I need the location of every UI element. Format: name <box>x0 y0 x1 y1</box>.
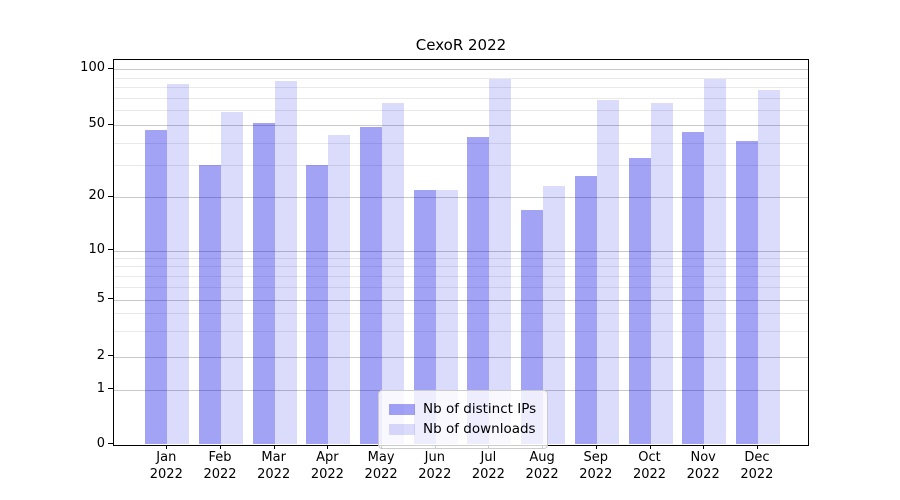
gridline-minor <box>114 142 808 144</box>
bar-downloads-sep <box>596 100 619 444</box>
bar-downloads-jun <box>435 189 458 444</box>
legend-label-downloads: Nb of downloads <box>423 421 536 437</box>
bar-distinct-ips-oct <box>628 157 651 444</box>
x-tick-mark <box>756 445 758 449</box>
gridline-minor <box>114 98 808 99</box>
y-tick-label: 0 <box>96 435 105 451</box>
x-tick-label-apr: Apr 2022 <box>310 450 344 482</box>
y-tick-label: 5 <box>96 290 105 306</box>
y-tick-label: 50 <box>88 116 105 131</box>
x-tick-label-may: May 2022 <box>364 450 398 482</box>
y-tick-mark <box>108 123 113 125</box>
x-tick-label-jan: Jan 2022 <box>149 450 183 482</box>
y-tick-label: 2 <box>96 347 105 363</box>
y-tick-label: 20 <box>88 188 105 203</box>
x-tick-mark <box>327 445 329 449</box>
legend: Nb of distinct IPs Nb of downloads <box>378 390 549 449</box>
gridline-minor <box>114 286 808 288</box>
gridline-minor <box>114 275 808 277</box>
y-tick-mark <box>108 443 113 444</box>
bar-downloads-apr <box>328 135 351 444</box>
y-tick-mark <box>108 355 113 357</box>
x-tick-label-feb: Feb 2022 <box>203 450 237 482</box>
x-tick-mark <box>703 445 705 449</box>
gridline-minor <box>114 165 808 167</box>
y-tick-label: 10 <box>88 241 105 257</box>
y-tick-mark <box>108 298 113 299</box>
x-tick-mark <box>166 445 168 449</box>
bar-distinct-ips-jun <box>413 189 436 444</box>
y-tick-mark <box>108 67 113 69</box>
bar-downloads-may <box>382 102 405 444</box>
legend-swatch-downloads <box>389 424 415 435</box>
x-tick-label-dec: Dec 2022 <box>740 450 774 482</box>
bar-distinct-ips-nov <box>682 131 705 444</box>
y-tick-mark <box>108 249 113 250</box>
bar-downloads-aug <box>543 186 566 444</box>
bar-distinct-ips-dec <box>735 140 758 444</box>
legend-row-distinct-ips: Nb of distinct IPs <box>389 401 536 418</box>
gridline-minor <box>114 77 808 79</box>
gridline-major <box>114 125 808 126</box>
gridline-minor <box>114 266 808 268</box>
bar-distinct-ips-jan <box>145 129 168 444</box>
x-tick-label-oct: Oct 2022 <box>632 450 667 482</box>
legend-swatch-distinct-ips <box>389 404 415 415</box>
bar-downloads-jul <box>489 78 512 444</box>
gridline-minor <box>114 110 808 112</box>
x-tick-label-aug: Aug 2022 <box>525 450 559 482</box>
x-tick-label-nov: Nov 2022 <box>686 450 720 482</box>
x-tick-mark <box>220 445 221 449</box>
bar-distinct-ips-mar <box>252 123 275 444</box>
gridline-major <box>114 250 808 252</box>
bar-downloads-jan <box>167 84 190 444</box>
x-tick-mark <box>273 445 275 449</box>
bar-distinct-ips-sep <box>574 176 597 444</box>
y-tick-mark <box>108 388 113 390</box>
bar-downloads-nov <box>704 78 727 444</box>
x-tick-mark <box>595 445 597 449</box>
gridline-major <box>114 69 808 71</box>
gridline-major <box>114 299 808 301</box>
gridline-major <box>114 356 808 358</box>
plot-area: Nb of distinct IPs Nb of downloads <box>113 59 809 449</box>
x-tick-mark <box>649 445 651 449</box>
bar-distinct-ips-apr <box>306 165 329 444</box>
gridline-minor <box>114 313 808 315</box>
y-tick-mark <box>108 195 113 197</box>
x-tick-label-jun: Jun 2022 <box>418 450 452 482</box>
chart-title: CexoR 2022 <box>415 36 507 54</box>
legend-label-distinct-ips: Nb of distinct IPs <box>423 401 537 417</box>
gridline-major <box>114 197 808 198</box>
bar-downloads-dec <box>757 90 780 444</box>
gridline-minor <box>114 331 808 333</box>
y-tick-label: 1 <box>96 380 105 396</box>
y-tick-label: 100 <box>80 60 105 76</box>
legend-row-downloads: Nb of downloads <box>389 421 536 438</box>
bar-downloads-oct <box>650 102 673 444</box>
x-tick-label-sep: Sep 2022 <box>579 450 613 482</box>
gridline-minor <box>114 87 808 89</box>
bar-downloads-feb <box>221 111 243 444</box>
bar-distinct-ips-aug <box>521 209 544 444</box>
bar-distinct-ips-jul <box>467 136 490 444</box>
bar-distinct-ips-feb <box>199 165 221 444</box>
x-tick-label-mar: Mar 2022 <box>257 450 291 482</box>
bar-distinct-ips-may <box>360 126 383 444</box>
x-tick-label-jul: Jul 2022 <box>471 450 505 482</box>
bar-downloads-mar <box>274 80 297 444</box>
gridline-minor <box>114 257 808 259</box>
